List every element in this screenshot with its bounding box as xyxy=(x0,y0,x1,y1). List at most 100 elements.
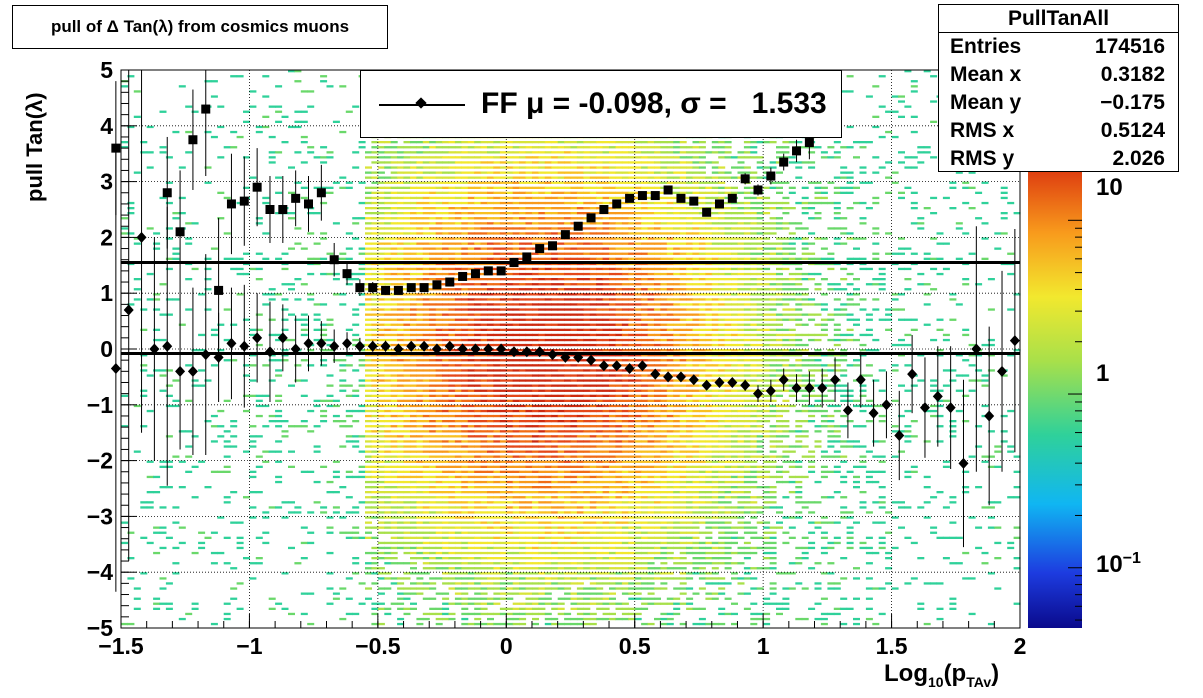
heatmap-cell xyxy=(596,283,604,286)
heatmap-cell xyxy=(628,557,636,560)
heatmap-cell xyxy=(410,293,417,296)
heatmap-cell xyxy=(410,501,417,504)
heatmap-cell xyxy=(570,242,578,245)
heatmap-cell xyxy=(544,359,552,362)
heatmap-cell xyxy=(589,146,597,149)
heatmap-cell xyxy=(487,232,494,235)
heatmap-cell xyxy=(377,435,385,438)
heatmap-cell xyxy=(628,470,636,473)
heatmap-cell xyxy=(474,354,482,357)
heatmap-cell xyxy=(191,465,199,468)
heatmap-cell xyxy=(499,430,507,433)
heatmap-cell xyxy=(487,450,494,453)
heatmap-cell xyxy=(551,212,559,215)
heatmap-cell xyxy=(467,146,475,149)
heatmap-cell xyxy=(365,313,372,316)
heatmap-cell xyxy=(429,460,437,463)
heatmap-cell xyxy=(583,212,591,215)
heatmap-cell xyxy=(461,425,469,428)
heatmap-cell xyxy=(300,110,308,113)
heatmap-cell xyxy=(570,607,578,610)
heatmap-cell xyxy=(467,283,475,286)
heatmap-cell xyxy=(204,181,212,184)
heatmap-cell xyxy=(602,359,610,362)
heatmap-cell xyxy=(435,257,443,260)
heatmap-cell xyxy=(551,146,559,149)
heatmap-cell xyxy=(480,491,488,494)
heatmap-cell xyxy=(365,440,372,443)
heatmap-cell xyxy=(621,531,629,534)
heatmap-cell xyxy=(474,171,482,174)
heatmap-cell xyxy=(487,551,494,555)
heatmap-cell xyxy=(377,151,385,154)
heatmap-cell xyxy=(544,567,552,570)
heatmap-cell xyxy=(544,506,552,509)
heatmap-cell xyxy=(435,252,443,255)
heatmap-cell xyxy=(442,222,450,225)
heatmap-cell xyxy=(165,267,173,271)
heatmap-cell xyxy=(467,247,475,250)
heatmap-cell xyxy=(512,420,520,423)
heatmap-cell xyxy=(532,237,539,240)
heatmap-cell xyxy=(557,379,565,382)
heatmap-cell xyxy=(583,181,591,184)
heatmap-cell xyxy=(576,191,584,194)
heatmap-cell xyxy=(506,491,514,494)
heatmap-cell xyxy=(365,303,372,306)
heatmap-cell xyxy=(602,541,610,545)
heatmap-cell xyxy=(410,491,417,494)
heatmap-cell xyxy=(519,394,527,397)
heatmap-cell xyxy=(448,364,456,367)
heatmap-cell xyxy=(371,404,379,408)
heatmap-cell xyxy=(422,409,430,413)
heatmap-cell xyxy=(416,501,424,504)
heatmap-cell xyxy=(416,531,424,534)
heatmap-cell xyxy=(576,272,584,276)
heatmap-cell xyxy=(621,389,629,392)
heatmap-cell xyxy=(243,156,250,159)
heatmap-cell xyxy=(422,414,430,418)
heatmap-cell xyxy=(615,166,623,169)
heatmap-cell xyxy=(377,506,385,509)
heatmap-cell xyxy=(544,191,552,194)
heatmap-cell xyxy=(615,298,623,301)
heatmap-cell xyxy=(371,171,379,174)
heatmap-cell xyxy=(621,496,629,499)
heatmap-cell xyxy=(564,247,572,250)
heatmap-cell xyxy=(461,323,469,326)
heatmap-cell xyxy=(564,409,572,413)
heatmap-cell xyxy=(442,338,450,342)
heatmap-cell xyxy=(281,572,289,575)
heatmap-cell xyxy=(326,602,334,605)
heatmap-cell xyxy=(512,572,520,575)
heatmap-cell xyxy=(551,379,559,382)
heatmap-cell xyxy=(564,450,572,453)
heatmap-cell xyxy=(300,557,308,560)
heatmap-cell xyxy=(442,156,450,159)
heatmap-cell xyxy=(461,450,469,453)
heatmap-cell xyxy=(487,516,494,519)
heatmap-cell xyxy=(204,536,212,539)
heatmap-cell xyxy=(512,328,520,331)
heatmap-cell xyxy=(538,450,546,453)
heatmap-cell xyxy=(435,511,443,514)
heatmap-cell xyxy=(435,227,443,230)
heatmap-cell xyxy=(570,354,578,357)
heatmap-cell xyxy=(589,577,597,580)
heatmap-cell xyxy=(583,272,591,276)
heatmap-cell xyxy=(165,369,173,372)
heatmap-cell xyxy=(506,567,514,570)
heatmap-cell xyxy=(532,409,539,413)
heatmap-cell xyxy=(609,318,616,321)
heatmap-cell xyxy=(532,389,539,392)
heatmap-cell xyxy=(525,394,533,397)
heatmap-cell xyxy=(422,186,430,189)
heatmap-cell xyxy=(583,196,591,200)
heatmap-cell xyxy=(461,308,469,311)
heatmap-cell xyxy=(236,135,244,139)
heatmap-cell xyxy=(609,156,616,159)
heatmap-cell xyxy=(339,186,347,189)
heatmap-cell xyxy=(454,475,462,479)
heatmap-cell xyxy=(570,293,578,296)
heatmap-cell xyxy=(442,293,450,296)
